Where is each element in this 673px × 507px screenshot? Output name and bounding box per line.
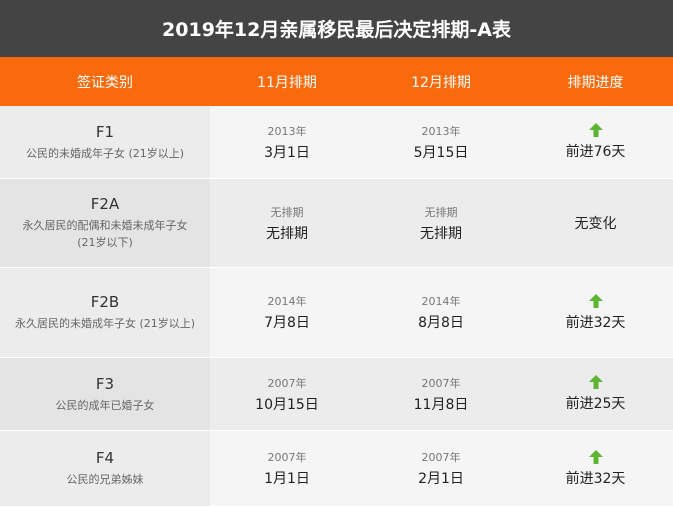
november-date: 3月1日 [264,144,310,161]
header-november: 11月排期 [257,74,317,91]
december-year: 2014年 [421,295,461,308]
november-year: 2014年 [267,295,307,308]
visa-description: 永久居民的配偶和未婚未成年子女 (21岁以下) [22,219,188,249]
table-row-f3: F3 公民的成年已婚子女 2007年 10月15日 2007年 11月8日 前进… [0,358,673,431]
table-row-f1: F1 公民的未婚成年子女 (21岁以上) 2013年 3月1日 2013年 5月… [0,106,673,179]
november-date: 无排期 [266,225,308,242]
progress-text: 前进76天 [565,144,626,160]
table-row-f4: F4 公民的兄弟姊妹 2007年 1月1日 2007年 2月1日 前进32天 [0,431,673,506]
category-cell: F3 公民的成年已婚子女 [0,358,210,430]
header-progress: 排期进度 [567,74,624,91]
progress-text: 前进32天 [565,314,626,331]
december-year: 无排期 [424,205,458,219]
header-visa-category: 签证类别 [77,74,133,91]
november-year: 2013年 [267,124,307,138]
november-year: 无排期 [270,205,304,219]
progress-text: 无变化 [574,216,617,232]
up-arrow-icon [588,293,603,308]
december-date: 11月8日 [413,396,469,413]
december-year: 2007年 [421,451,461,464]
november-cell: 2007年 1月1日 [210,431,364,506]
december-cell: 2007年 2月1日 [364,431,518,506]
header-december: 12月排期 [411,74,471,91]
visa-code: F2A [90,195,120,213]
progress-cell: 前进76天 [518,106,673,178]
december-year: 2007年 [421,376,461,390]
visa-code: F2B [90,293,120,311]
visa-description: 永久居民的未婚成年子女 (21岁以上) [14,317,196,330]
table-title: 2019年12月亲属移民最后决定排期-A表 [0,0,673,57]
december-year: 2013年 [421,124,461,138]
category-cell: F1 公民的未婚成年子女 (21岁以上) [0,106,210,178]
visa-description: 公民的兄弟姊妹 [66,473,144,486]
december-date: 无排期 [420,225,462,242]
november-cell: 2014年 7月8日 [210,268,364,357]
november-cell: 2013年 3月1日 [210,106,364,178]
november-date: 7月8日 [264,315,310,331]
title-text: 2019年12月亲属移民最后决定排期-A表 [162,19,511,41]
december-date: 2月1日 [418,471,464,487]
visa-description: 公民的成年已婚子女 [55,398,155,412]
progress-text: 前进25天 [565,396,626,412]
visa-code: F4 [95,449,115,467]
up-arrow-icon [588,375,603,389]
december-cell: 2013年 5月15日 [364,106,518,178]
november-year: 2007年 [267,376,307,390]
progress-cell: 前进25天 [518,358,673,430]
table-row-f2b: F2B 永久居民的未婚成年子女 (21岁以上) 2014年 7月8日 2014年… [0,268,673,358]
visa-code: F1 [95,122,115,141]
december-cell: 2007年 11月8日 [364,358,518,430]
up-arrow-icon [588,123,603,137]
progress-cell: 前进32天 [518,431,673,506]
table-row-f2a: F2A 永久居民的配偶和未婚未成年子女 (21岁以下) 无排期 无排期 无排期 … [0,179,673,268]
november-cell: 无排期 无排期 [210,179,364,267]
visa-code: F3 [95,374,115,393]
december-date: 8月8日 [418,315,464,331]
december-cell: 2014年 8月8日 [364,268,518,357]
category-cell: F2A 永久居民的配偶和未婚未成年子女 (21岁以下) [0,179,210,267]
november-year: 2007年 [267,451,307,464]
november-date: 1月1日 [264,471,310,487]
november-date: 10月15日 [255,396,319,413]
category-cell: F4 公民的兄弟姊妹 [0,431,210,506]
category-cell: F2B 永久居民的未婚成年子女 (21岁以上) [0,268,210,357]
progress-cell: 前进32天 [518,268,673,357]
visa-description: 公民的未婚成年子女 (21岁以上) [25,146,185,160]
progress-text: 前进32天 [565,470,626,487]
table-header: 签证类别 11月排期 12月排期 排期进度 [0,57,673,106]
december-date: 5月15日 [413,144,469,161]
november-cell: 2007年 10月15日 [210,358,364,430]
progress-cell: 无变化 [518,179,673,267]
up-arrow-icon [588,449,603,464]
december-cell: 无排期 无排期 [364,179,518,267]
